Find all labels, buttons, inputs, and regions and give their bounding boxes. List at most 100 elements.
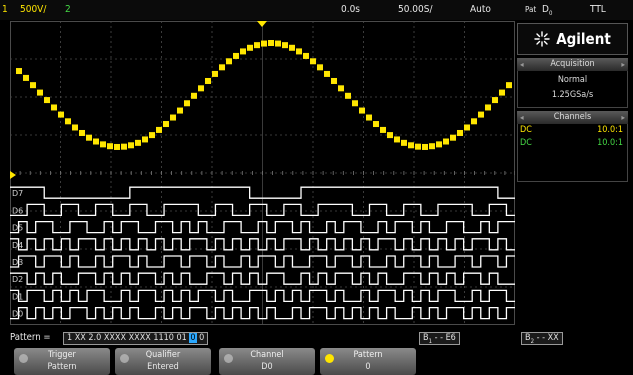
analog-sample — [331, 77, 337, 84]
bus2-pattern[interactable]: B2 - - XX — [521, 332, 563, 345]
digital-label: D2 — [12, 275, 23, 284]
ground-marker-icon — [10, 171, 16, 179]
digital-trace — [10, 289, 515, 303]
digital-label: D3 — [12, 258, 23, 267]
analog-sample — [359, 107, 365, 114]
analog-sample — [93, 138, 99, 145]
softkey-row: Trigger Pattern Qualifier Entered Channel D… — [0, 348, 633, 375]
expand-icon: ▸ — [621, 113, 625, 122]
analog-sample — [471, 118, 477, 125]
analog-sample — [107, 143, 113, 150]
digital-trace — [10, 306, 515, 320]
acquisition-panel: Normal 1.25GSa/s — [517, 71, 628, 108]
timebase-readout[interactable]: 50.00S/ — [398, 4, 433, 15]
channel-number[interactable]: 1 — [2, 4, 8, 15]
analog-sample — [79, 129, 85, 136]
analog-sample — [156, 126, 162, 133]
softkey-qualifier[interactable]: Qualifier Entered — [115, 348, 211, 375]
knob-icon — [224, 354, 233, 363]
analog-sample — [352, 100, 358, 107]
softkey-channel[interactable]: Channel D0 — [219, 348, 315, 375]
analog-sample — [205, 77, 211, 84]
pattern-field[interactable]: 1 XX 2.0 XXXX XXXX 1110 01 0 0 — [63, 332, 209, 345]
analog-sample — [23, 74, 29, 81]
sample-rate: 1.25GSa/s — [551, 90, 594, 100]
channels-title[interactable]: ◂ Channels ▸ — [517, 111, 628, 124]
channel-2-indicator[interactable]: 2 — [65, 4, 71, 15]
bus1-pattern[interactable]: B1 - - E6 — [419, 332, 460, 345]
trigger-source: D0 — [542, 4, 553, 17]
analog-sample — [401, 139, 407, 146]
analog-sample — [380, 126, 386, 133]
analog-sample — [247, 44, 253, 51]
pattern-prefix: Pattern = — [10, 332, 51, 343]
analog-sample — [261, 40, 267, 47]
digital-label: D4 — [12, 241, 23, 250]
pattern-cursor[interactable]: 0 — [189, 333, 197, 343]
analog-sample — [226, 58, 232, 65]
delay-readout[interactable]: 0.0s — [341, 4, 360, 15]
analog-sample — [457, 129, 463, 136]
analog-sample — [429, 143, 435, 150]
analog-sample — [37, 89, 43, 96]
analog-sample — [240, 48, 246, 55]
side-panel: Agilent ◂ Acquisition ▸ Normal 1.25GSa/s… — [517, 23, 628, 182]
waveform-display[interactable]: D7 D6 D5 D4 D3 D2 D1 D0 — [10, 21, 515, 325]
channel-1-row[interactable]: DC 10.0:1 — [520, 125, 623, 135]
agilent-spark-icon — [534, 31, 550, 47]
analog-sample — [163, 121, 169, 128]
digital-label: D6 — [12, 206, 23, 215]
acquisition-mode: Normal — [557, 75, 588, 85]
analog-sample — [394, 136, 400, 143]
channel-2-row[interactable]: DC 10.0:1 — [520, 138, 623, 148]
softkey-trigger[interactable]: Trigger Pattern — [14, 348, 110, 375]
analog-sample — [142, 136, 148, 143]
analog-sample — [422, 143, 428, 150]
volts-per-div[interactable]: 500V/ — [20, 4, 47, 15]
brand-header: Agilent — [517, 23, 628, 55]
collapse-icon: ◂ — [520, 60, 524, 69]
analog-sample — [114, 143, 120, 150]
analog-sample — [128, 142, 134, 149]
digital-label: D0 — [12, 310, 23, 319]
analog-sample — [72, 124, 78, 131]
graticule: D7 D6 D5 D4 D3 D2 D1 D0 — [10, 21, 515, 325]
analog-sample — [499, 89, 505, 96]
digital-trace — [10, 203, 515, 217]
analog-sample — [415, 143, 421, 150]
analog-sample — [254, 42, 260, 49]
softkey-pattern[interactable]: Pattern 0 — [320, 348, 416, 375]
trigger-mode[interactable]: Auto — [470, 4, 491, 15]
digital-trace — [10, 220, 515, 234]
analog-sample — [149, 132, 155, 139]
analog-sample — [303, 52, 309, 59]
trigger-type: Pat — [525, 5, 537, 14]
analog-sample — [296, 48, 302, 55]
digital-label: D7 — [12, 189, 23, 198]
digital-trace — [10, 272, 515, 285]
knob-icon — [120, 354, 129, 363]
analog-sample — [366, 114, 372, 121]
analog-sample — [324, 70, 330, 77]
analog-sample — [16, 68, 22, 75]
knob-icon — [19, 354, 28, 363]
trigger-level: TTL — [590, 4, 606, 15]
analog-sample — [478, 111, 484, 118]
analog-sample — [184, 100, 190, 107]
analog-sample — [485, 104, 491, 111]
analog-sample — [121, 143, 127, 150]
analog-sample — [492, 97, 498, 104]
analog-sample — [345, 92, 351, 99]
pattern-bar: Pattern = 1 XX 2.0 XXXX XXXX 1110 01 0 0… — [0, 331, 633, 345]
analog-sample — [310, 58, 316, 65]
acquisition-title[interactable]: ◂ Acquisition ▸ — [517, 58, 628, 71]
trigger-position-icon — [257, 21, 267, 27]
analog-sample — [51, 104, 57, 111]
digital-trace — [10, 186, 515, 199]
collapse-icon: ◂ — [520, 113, 524, 122]
analog-sample — [436, 141, 442, 148]
analog-sample — [443, 138, 449, 145]
analog-sample — [233, 52, 239, 59]
analog-sample — [450, 134, 456, 141]
